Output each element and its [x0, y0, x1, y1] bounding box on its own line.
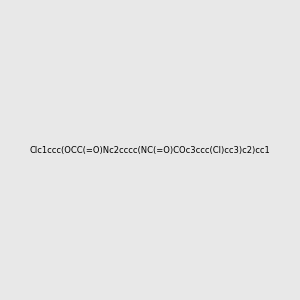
Text: Clc1ccc(OCC(=O)Nc2cccc(NC(=O)COc3ccc(Cl)cc3)c2)cc1: Clc1ccc(OCC(=O)Nc2cccc(NC(=O)COc3ccc(Cl)…	[30, 146, 270, 154]
